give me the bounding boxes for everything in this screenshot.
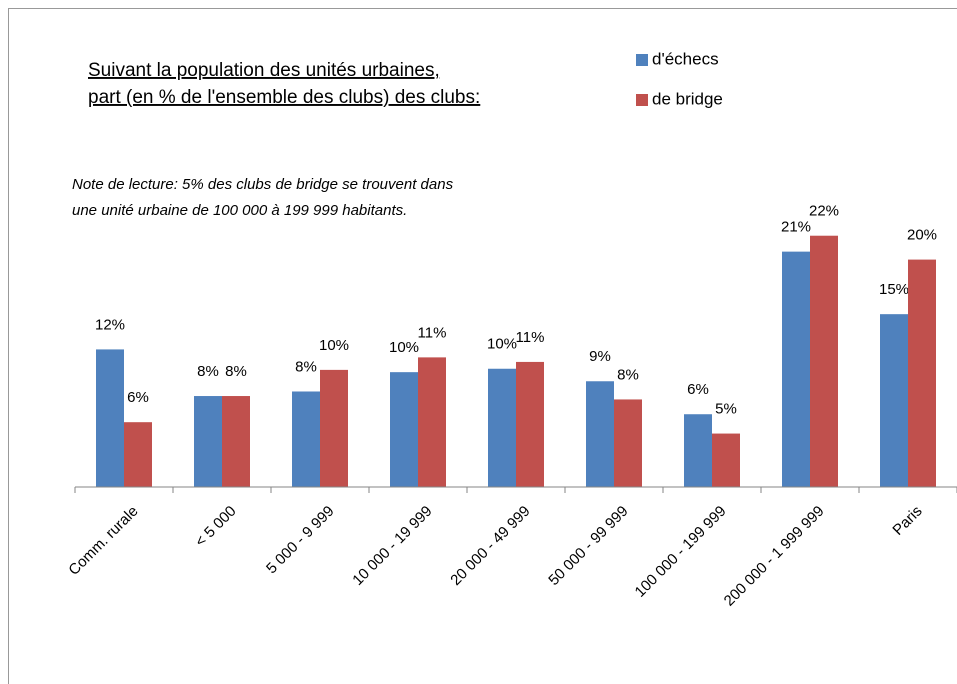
annotation: une unité urbaine de 100 000 à 199 999 h… — [72, 202, 407, 219]
bar — [418, 357, 446, 487]
value-label: 21% — [781, 219, 811, 236]
bar — [488, 368, 516, 487]
bar — [810, 235, 838, 487]
value-label: 20% — [907, 227, 937, 244]
value-label: 8% — [295, 358, 317, 375]
chart-title: Suivant la population des unités urbaine… — [88, 60, 440, 81]
bar — [684, 414, 712, 487]
value-label: 11% — [418, 324, 447, 341]
value-label: 8% — [225, 363, 247, 380]
legend-label: d'échecs — [652, 49, 719, 68]
value-label: 12% — [95, 316, 125, 333]
value-label: 10% — [487, 336, 517, 353]
bar — [712, 433, 740, 487]
bar — [390, 372, 418, 487]
bar — [880, 314, 908, 487]
bar — [782, 251, 810, 487]
value-label: 5% — [715, 401, 737, 418]
bar — [124, 422, 152, 487]
value-label: 6% — [687, 381, 709, 398]
chart-title: part (en % de l'ensemble des clubs) des … — [88, 87, 480, 108]
bar — [908, 259, 936, 487]
value-label: 9% — [589, 348, 611, 365]
value-label: 6% — [127, 389, 149, 406]
value-label: 11% — [516, 329, 545, 346]
value-label: 10% — [389, 339, 419, 356]
bar — [320, 369, 348, 487]
value-label: 8% — [197, 363, 219, 380]
bar — [96, 349, 124, 487]
value-label: 8% — [617, 366, 639, 383]
value-label: 22% — [809, 203, 839, 220]
bar — [614, 399, 642, 487]
bar — [516, 361, 544, 487]
bar — [194, 396, 222, 487]
bar — [292, 391, 320, 487]
annotation: Note de lecture: 5% des clubs de bridge … — [72, 176, 454, 193]
legend-swatch — [636, 54, 648, 66]
value-label: 10% — [319, 337, 349, 354]
value-label: 15% — [879, 281, 909, 298]
legend-swatch — [636, 94, 648, 106]
bar — [222, 396, 250, 487]
bar — [586, 381, 614, 487]
legend-label: de bridge — [652, 89, 723, 108]
